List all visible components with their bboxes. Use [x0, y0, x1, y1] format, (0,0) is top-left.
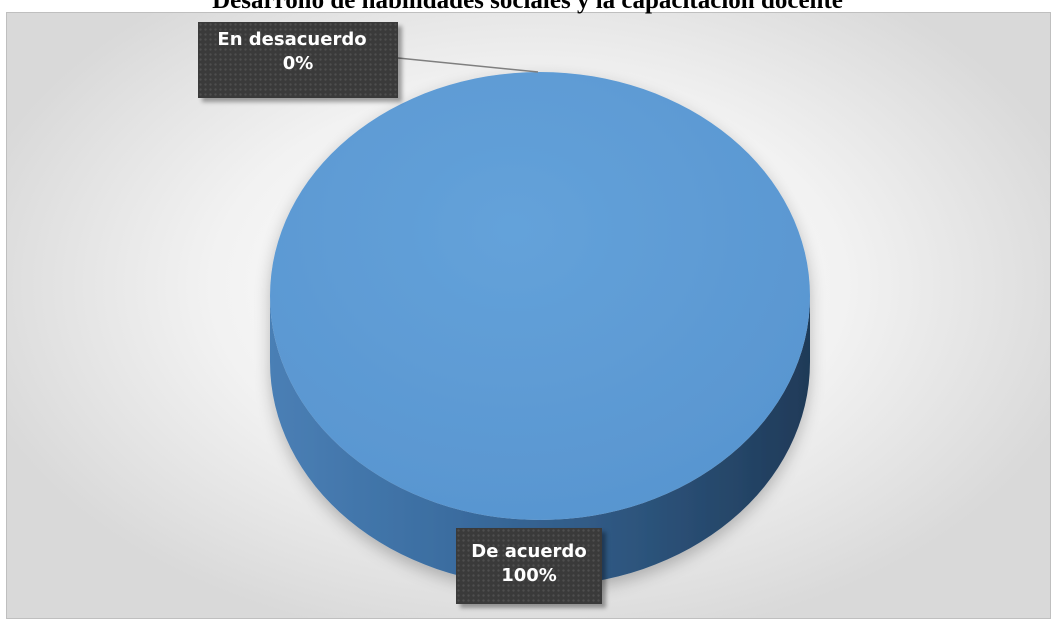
pie-slice-side-de-acuerdo [270, 296, 810, 586]
leader-line [397, 57, 539, 73]
data-label-category: De acuerdo [471, 541, 587, 562]
data-label-de-acuerdo: De acuerdo 100% [456, 528, 602, 604]
data-label-value: 0% [282, 53, 314, 74]
data-label-en-desacuerdo: En desacuerdo 0% [198, 22, 398, 98]
data-label-value: 100% [501, 565, 557, 586]
data-label-category: En desacuerdo [217, 29, 367, 50]
pie-slice-de-acuerdo [270, 72, 810, 520]
chart-title: Desarrollo de habilidades sociales y la … [212, 0, 843, 14]
